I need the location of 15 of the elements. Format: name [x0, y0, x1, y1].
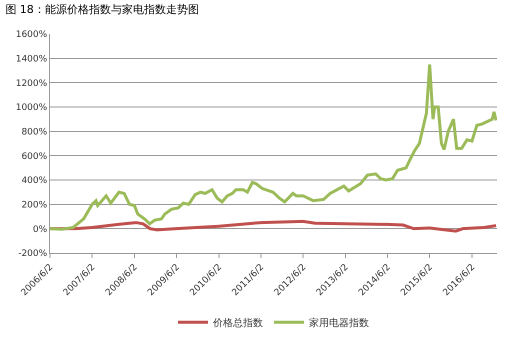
chart-title: 图 18：能源价格指数与家电指数走势图	[5, 2, 199, 16]
y-tick-label: 1600%	[16, 30, 48, 40]
y-tick-label: 200%	[21, 200, 48, 210]
line-series	[50, 62, 497, 231]
y-tick-label: 1200%	[16, 78, 48, 89]
y-tick-label: 1400%	[16, 54, 48, 64]
y-tick-label: 600%	[21, 152, 48, 162]
y-tick-label: 800%	[21, 127, 48, 138]
y-tick-label: -200%	[18, 249, 48, 260]
y-tick-label: 400%	[21, 176, 48, 186]
legend-label: 家用电器指数	[309, 317, 369, 330]
legend-label: 价格总指数	[212, 317, 263, 330]
y-tick-label: 1000%	[16, 103, 48, 114]
y-tick-label: 0%	[32, 224, 48, 235]
line-series	[50, 220, 497, 233]
